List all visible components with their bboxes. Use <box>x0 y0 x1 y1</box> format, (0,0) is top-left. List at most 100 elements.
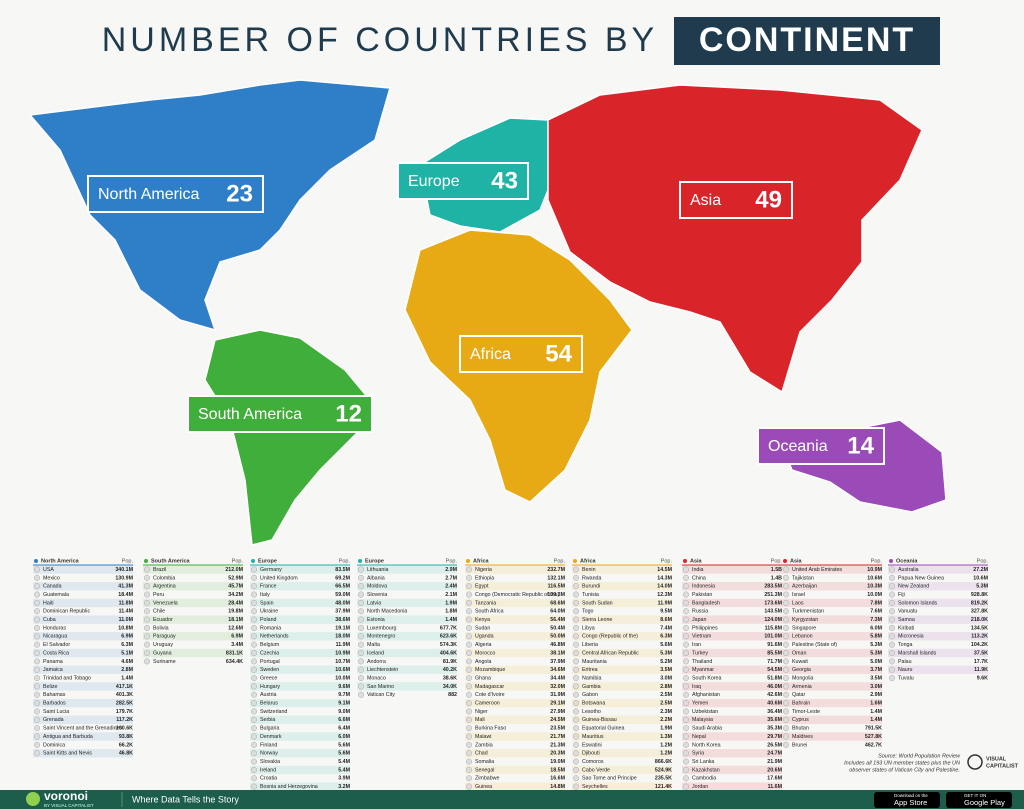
country-name: Nauru <box>898 667 912 673</box>
country-pop: 40.2K <box>443 667 457 673</box>
country-pop: 2.9M <box>445 567 457 573</box>
flag <box>889 650 896 657</box>
flag <box>34 624 41 631</box>
country-pop: 2.1M <box>445 592 457 598</box>
country-pop: 100.6K <box>116 726 133 732</box>
country-pop: 7.6M <box>870 609 882 615</box>
country-name: Afghanistan <box>692 692 720 698</box>
row-band <box>250 582 350 591</box>
country-pop: 14.8M <box>550 784 565 790</box>
column-header: Europe <box>365 558 384 564</box>
flag <box>889 608 896 615</box>
country-pop: 3.5M <box>660 667 672 673</box>
flag <box>783 650 790 657</box>
flag <box>143 599 150 606</box>
row-band <box>572 715 672 724</box>
flag <box>143 591 150 598</box>
country-pop: 2.7M <box>445 575 457 581</box>
country-name: Panama <box>43 659 63 665</box>
country-name: Tanzania <box>475 600 496 606</box>
country-pop: 42.6M <box>767 692 782 698</box>
country-pop: 121.4K <box>655 784 672 790</box>
country-name: Zimbabwe <box>475 776 499 782</box>
country-name: Kuwait <box>792 659 808 665</box>
country-name: Solomon Islands <box>898 600 938 606</box>
country-name: Belarus <box>260 701 278 707</box>
country-pop: 37.5K <box>974 650 988 656</box>
country-name: Sudan <box>475 625 490 631</box>
country-pop: 6.3M <box>121 642 133 648</box>
country-name: Spain <box>260 600 274 606</box>
country-name: Chad <box>475 751 488 757</box>
brand: voronoi <box>44 789 88 803</box>
country-pop: 1.8M <box>445 609 457 615</box>
row-band <box>682 782 782 791</box>
country-pop: 6.3M <box>660 634 672 640</box>
country-pop: 134.5K <box>971 625 988 631</box>
country-name: Guyana <box>153 650 172 656</box>
flag <box>573 650 580 657</box>
row-band <box>888 632 988 641</box>
flag <box>143 608 150 615</box>
country-pop: 19.8M <box>228 609 243 615</box>
flag <box>783 608 790 615</box>
country-name: Nicaragua <box>43 634 67 640</box>
flag <box>783 733 790 740</box>
flag <box>34 741 41 748</box>
country-name: North Macedonia <box>367 609 407 615</box>
row-band <box>465 765 565 775</box>
country-name: Mongolia <box>792 675 814 681</box>
row-band <box>143 615 243 624</box>
flag <box>250 608 257 615</box>
country-name: Madagascar <box>475 684 504 690</box>
country-pop: 11.6M <box>768 784 783 790</box>
flag <box>466 574 473 581</box>
flag <box>683 574 690 581</box>
flag <box>783 691 790 698</box>
row-band <box>682 749 782 758</box>
row-band <box>250 598 350 608</box>
row-band <box>465 648 565 658</box>
country-name: United Kingdom <box>260 575 298 581</box>
country-name: Kenya <box>475 617 490 623</box>
country-pop: 4.6M <box>121 659 133 665</box>
google-play-button[interactable] <box>946 792 1012 808</box>
country-pop: 1.3M <box>660 734 672 740</box>
country-pop: 10.7M <box>335 659 350 665</box>
logo-text: VISUAL <box>986 756 1007 762</box>
flag <box>466 666 473 673</box>
flag <box>573 633 580 640</box>
country-pop: 35.3M <box>767 726 782 732</box>
country-name: Cameroon <box>475 701 500 707</box>
country-pop: 19.1M <box>335 625 350 631</box>
country-pop: 5.3M <box>660 650 672 656</box>
flag <box>34 608 41 615</box>
app-store-button[interactable] <box>874 792 940 808</box>
country-name: Liechtenstein <box>367 667 398 673</box>
country-name: Denmark <box>260 734 282 740</box>
country-name: New Zealand <box>898 584 929 590</box>
row-band <box>143 565 243 574</box>
column-header: South America <box>151 558 191 564</box>
flag <box>573 725 580 732</box>
brand-icon <box>26 792 40 806</box>
flag <box>358 591 365 598</box>
country-pop: 5.4M <box>338 767 350 773</box>
country-name: Moldova <box>367 584 387 590</box>
country-name: Armenia <box>792 684 812 690</box>
flag <box>250 633 257 640</box>
row-band <box>250 782 350 791</box>
flag <box>783 641 790 648</box>
row-band <box>682 615 782 624</box>
country-pop: 928.8K <box>971 592 988 598</box>
flag <box>466 641 473 648</box>
country-name: Lesotho <box>582 709 601 715</box>
country-name: Bahamas <box>43 692 66 698</box>
flag <box>783 708 790 715</box>
country-name: Kiribati <box>898 625 914 631</box>
flag <box>573 783 580 790</box>
country-pop: 1.4M <box>870 717 882 723</box>
country-pop: 101.0M <box>764 634 782 640</box>
country-name: Palestine (State of) <box>792 642 837 648</box>
row-band <box>465 698 565 708</box>
